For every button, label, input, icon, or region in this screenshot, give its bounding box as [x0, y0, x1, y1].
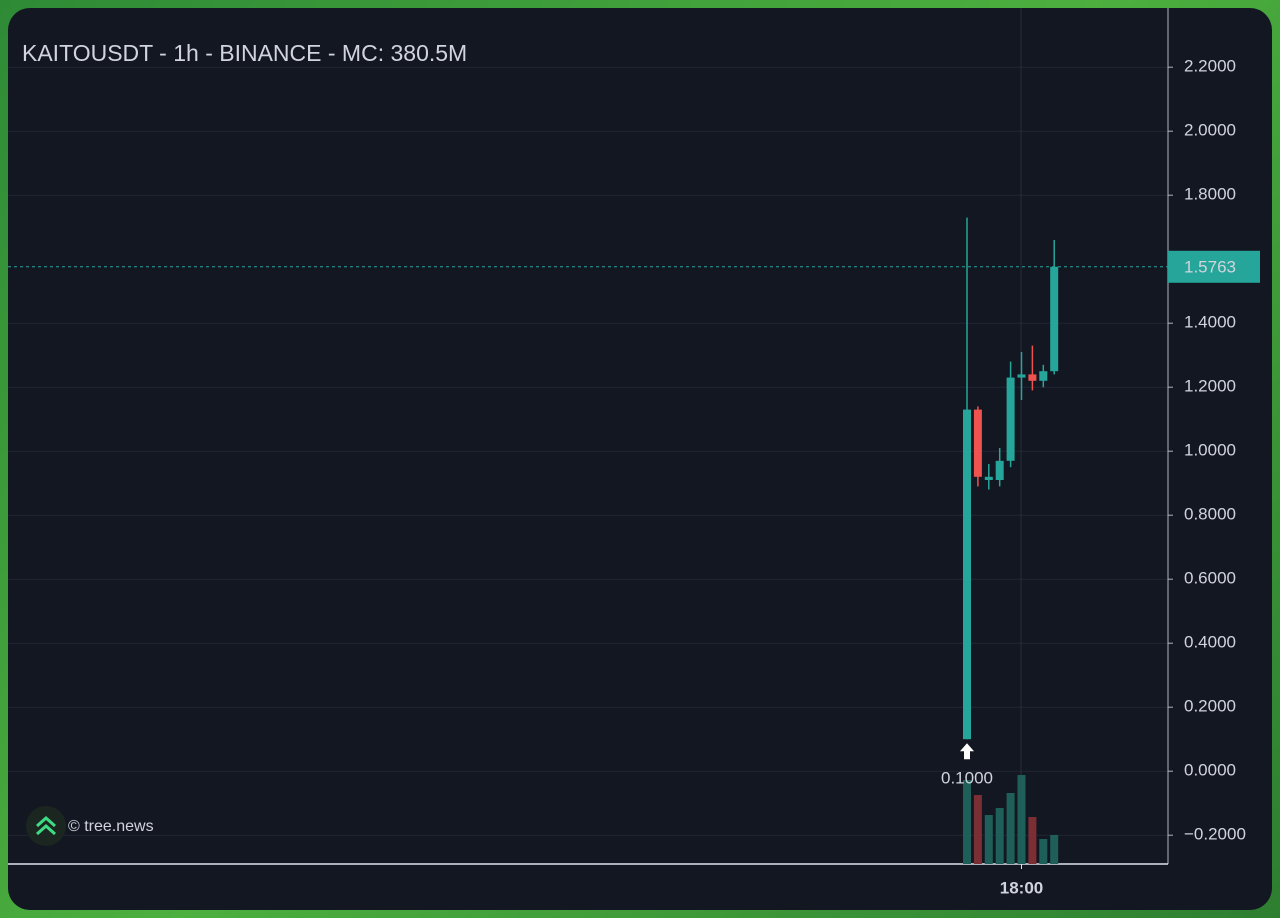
candle-body: [1050, 266, 1059, 372]
y-tick-label: 2.2000: [1184, 57, 1236, 76]
candle-body: [973, 409, 982, 477]
candle-body: [995, 460, 1004, 480]
last-price-label: 1.5763: [1184, 257, 1236, 276]
grid: [8, 66, 1168, 836]
volume-bar: [995, 808, 1004, 864]
candle-body: [1039, 371, 1048, 381]
y-tick-label: 1.2000: [1184, 377, 1236, 396]
y-tick-label: 1.4000: [1184, 313, 1236, 332]
y-tick-label: 0.2000: [1184, 697, 1236, 716]
volume-bar: [1050, 835, 1059, 864]
volume-bar: [1039, 839, 1048, 864]
panel: [8, 8, 1272, 910]
candle-body: [984, 476, 993, 480]
y-tick-label: 2.0000: [1184, 121, 1236, 140]
y-tick-label: 0.6000: [1184, 569, 1236, 588]
watermark-text: © tree.news: [68, 818, 154, 835]
y-tick-label: 1.8000: [1184, 185, 1236, 204]
y-tick-label: 0.4000: [1184, 633, 1236, 652]
y-tick-label: −0.2000: [1184, 825, 1246, 844]
annotation-label: 0.1000: [941, 769, 993, 788]
y-tick-label: 0.0000: [1184, 761, 1236, 780]
candle-body: [963, 409, 971, 740]
volume-bar: [963, 780, 971, 864]
volume-bar: [1028, 817, 1037, 864]
volume-bar: [1017, 775, 1026, 864]
y-tick-label: 1.0000: [1184, 441, 1236, 460]
candle-body: [1017, 374, 1026, 378]
watermark-icon: [36, 815, 56, 836]
y-tick-label: 0.8000: [1184, 505, 1236, 524]
volume-bar: [984, 815, 993, 864]
watermark: © tree.news: [26, 806, 154, 846]
chart-title: KAITOUSDT - 1h - BINANCE - MC: 380.5M: [22, 40, 467, 66]
x-tick-label: 18:00: [1000, 878, 1043, 897]
last-price-box: [1168, 250, 1260, 283]
candle-body: [1028, 374, 1037, 381]
annotation-arrow: [960, 743, 974, 760]
volume-bar: [1006, 793, 1015, 864]
candle-body: [1006, 377, 1015, 461]
volume-bar: [973, 795, 982, 864]
